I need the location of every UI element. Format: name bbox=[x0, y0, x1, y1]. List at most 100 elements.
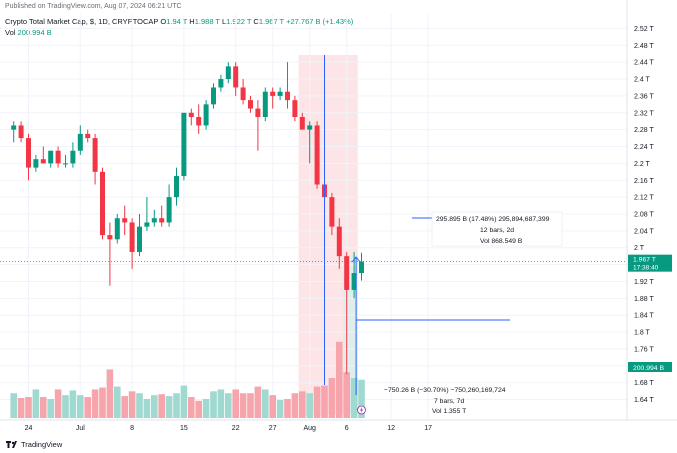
candle-body[interactable] bbox=[263, 92, 268, 117]
volume-bar[interactable] bbox=[173, 393, 180, 418]
candle-body[interactable] bbox=[241, 87, 246, 100]
volume-bar[interactable] bbox=[225, 393, 232, 418]
candlestick-chart[interactable]: 2.52 T2.48 T2.44 T2.4 T2.36 T2.32 T2.28 … bbox=[0, 0, 677, 453]
volume-bar[interactable] bbox=[92, 389, 99, 418]
candle-body[interactable] bbox=[144, 222, 149, 226]
candle-body[interactable] bbox=[329, 197, 334, 227]
volume-bar[interactable] bbox=[262, 389, 269, 418]
candle-body[interactable] bbox=[292, 100, 297, 117]
candle-body[interactable] bbox=[152, 218, 157, 222]
candle-body[interactable] bbox=[181, 113, 186, 176]
volume-bar[interactable] bbox=[40, 397, 47, 418]
volume-bar[interactable] bbox=[247, 393, 254, 418]
candle-body[interactable] bbox=[278, 92, 283, 96]
candle-body[interactable] bbox=[307, 125, 312, 129]
candle-body[interactable] bbox=[226, 66, 231, 79]
candle-body[interactable] bbox=[255, 109, 260, 117]
candle-body[interactable] bbox=[270, 92, 275, 96]
volume-bar[interactable] bbox=[70, 390, 77, 418]
candle-body[interactable] bbox=[63, 163, 68, 164]
volume-bar[interactable] bbox=[336, 342, 343, 418]
volume-bar[interactable] bbox=[181, 386, 188, 418]
volume-bar[interactable] bbox=[84, 397, 91, 418]
candle-body[interactable] bbox=[233, 66, 238, 87]
candle-body[interactable] bbox=[218, 79, 223, 87]
candle-body[interactable] bbox=[107, 235, 112, 239]
candle-body[interactable] bbox=[11, 125, 16, 129]
candle-body[interactable] bbox=[130, 222, 135, 252]
volume-bar[interactable] bbox=[99, 388, 106, 418]
footer-brand[interactable]: TradingView bbox=[6, 440, 62, 449]
candle-body[interactable] bbox=[159, 218, 164, 222]
volume-bar[interactable] bbox=[25, 397, 32, 418]
volume-bar[interactable] bbox=[136, 393, 143, 418]
volume-bar[interactable] bbox=[18, 398, 25, 418]
volume-bar[interactable] bbox=[107, 369, 114, 418]
volume-bar[interactable] bbox=[255, 387, 262, 418]
volume-bar[interactable] bbox=[158, 394, 165, 418]
candle-body[interactable] bbox=[19, 125, 24, 138]
volume-bar[interactable] bbox=[269, 395, 276, 418]
volume-bar[interactable] bbox=[299, 391, 306, 418]
volume-bar[interactable] bbox=[195, 401, 202, 418]
volume-bar[interactable] bbox=[277, 400, 284, 418]
volume-bar[interactable] bbox=[144, 399, 151, 418]
volume-bar[interactable] bbox=[121, 396, 128, 418]
candle-body[interactable] bbox=[248, 100, 253, 108]
candle-body[interactable] bbox=[167, 197, 172, 222]
candle-body[interactable] bbox=[344, 256, 349, 290]
candle-body[interactable] bbox=[78, 134, 83, 151]
y-tick-label: 2.32 T bbox=[634, 110, 654, 117]
y-tick-label: 1.92 T bbox=[634, 279, 654, 286]
candle-body[interactable] bbox=[174, 176, 179, 197]
current-volume-label: 200.994 B bbox=[633, 365, 664, 372]
candle-body[interactable] bbox=[122, 218, 127, 222]
y-tick-label: 2.48 T bbox=[634, 43, 654, 50]
candle-body[interactable] bbox=[204, 104, 209, 125]
volume-bar[interactable] bbox=[166, 396, 173, 418]
volume-bar[interactable] bbox=[240, 393, 247, 418]
volume-bar[interactable] bbox=[77, 395, 84, 418]
volume-bar[interactable] bbox=[329, 378, 336, 418]
candle-body[interactable] bbox=[56, 151, 61, 164]
volume-bar[interactable] bbox=[47, 399, 54, 418]
volume-bar[interactable] bbox=[232, 389, 239, 418]
volume-bar[interactable] bbox=[129, 391, 136, 418]
candle-body[interactable] bbox=[85, 134, 90, 138]
volume-bar[interactable] bbox=[55, 389, 62, 418]
volume-bar[interactable] bbox=[284, 399, 291, 418]
y-tick-label: 2.16 T bbox=[634, 178, 654, 185]
volume-bar[interactable] bbox=[114, 387, 121, 418]
volume-bar[interactable] bbox=[10, 393, 17, 418]
volume-bar[interactable] bbox=[218, 389, 225, 418]
candle-body[interactable] bbox=[33, 159, 38, 167]
volume-bar[interactable] bbox=[292, 393, 299, 418]
candle-body[interactable] bbox=[93, 138, 98, 172]
volume-bar[interactable] bbox=[33, 389, 40, 418]
volume-bar[interactable] bbox=[151, 395, 158, 418]
candle-body[interactable] bbox=[196, 117, 201, 125]
candle-body[interactable] bbox=[70, 151, 75, 164]
candle-body[interactable] bbox=[211, 87, 216, 104]
x-tick-label: 17 bbox=[424, 425, 432, 432]
candle-body[interactable] bbox=[285, 92, 290, 100]
candle-body[interactable] bbox=[315, 125, 320, 184]
volume-bar[interactable] bbox=[343, 372, 350, 418]
candle-body[interactable] bbox=[100, 172, 105, 235]
candle-body[interactable] bbox=[41, 159, 46, 163]
candle-body[interactable] bbox=[115, 218, 120, 239]
candle-body[interactable] bbox=[26, 138, 31, 168]
volume-bar[interactable] bbox=[321, 386, 328, 418]
volume-bar[interactable] bbox=[314, 387, 321, 418]
candle-body[interactable] bbox=[189, 113, 194, 117]
volume-bar[interactable] bbox=[62, 395, 69, 418]
candle-body[interactable] bbox=[137, 227, 142, 252]
candle-body[interactable] bbox=[337, 227, 342, 257]
candle-body[interactable] bbox=[48, 151, 53, 164]
volume-bar[interactable] bbox=[188, 397, 195, 418]
volume-bar[interactable] bbox=[203, 399, 210, 418]
volume-bar[interactable] bbox=[210, 391, 217, 418]
candle-body[interactable] bbox=[359, 262, 364, 273]
volume-bar[interactable] bbox=[306, 393, 313, 418]
candle-body[interactable] bbox=[300, 117, 305, 130]
